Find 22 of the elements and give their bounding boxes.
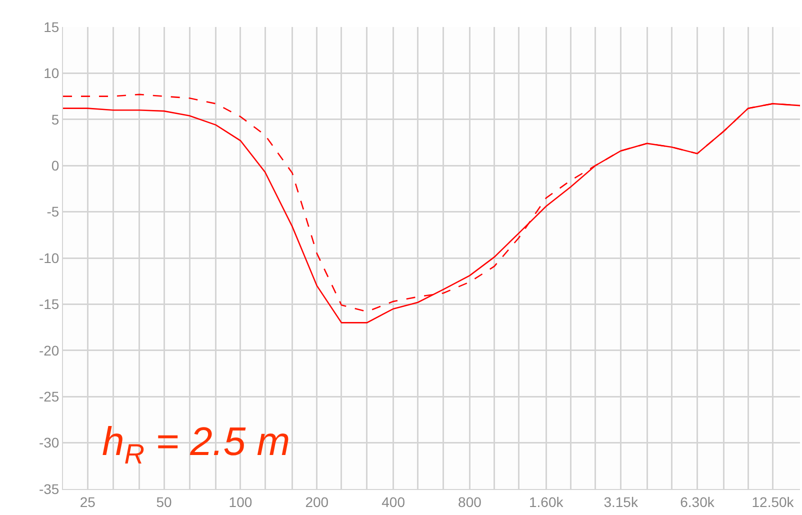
x-tick-label: 1.60k — [529, 494, 564, 510]
x-tick-label: 12.50k — [752, 494, 795, 510]
y-tick-label: 5 — [51, 111, 60, 128]
x-tick-label: 25 — [80, 494, 96, 510]
annotation: h$_{R}$ = 2.5 m — [102, 420, 290, 470]
x-tick-label: 3.15k — [604, 494, 639, 510]
y-tick-label: 0 — [51, 158, 60, 174]
x-tick-label: 200 — [305, 494, 329, 510]
x-tick-label: 800 — [458, 494, 482, 510]
y-tick-label: -20 — [38, 342, 60, 358]
y-tick-label: -25 — [38, 388, 60, 404]
x-tick-label: 400 — [382, 494, 406, 510]
y-tick-label: 10 — [44, 65, 60, 82]
x-tick-label: 100 — [228, 494, 252, 510]
y-tick-label: 15 — [44, 18, 60, 35]
y-tick-label: -30 — [38, 434, 60, 451]
y-tick-label: -15 — [38, 296, 60, 312]
y-tick-label: -10 — [38, 250, 60, 266]
x-tick-label: 50 — [156, 494, 172, 510]
x-tick-label: 6.30k — [680, 494, 716, 510]
y-tick-label: -35 — [38, 480, 60, 497]
y-tick-label: -5 — [46, 204, 60, 220]
